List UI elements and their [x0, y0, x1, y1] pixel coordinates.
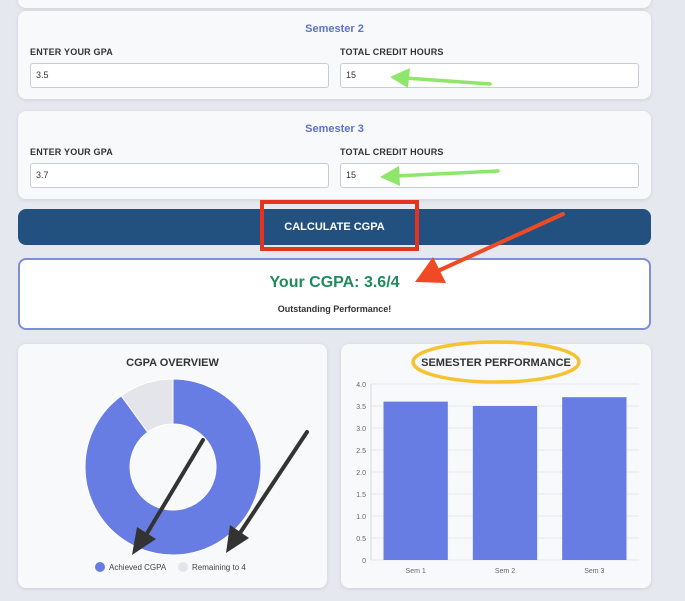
- y-tick-label: 0: [362, 558, 366, 565]
- legend-swatch-remaining: [178, 562, 188, 572]
- credit-hours-label: TOTAL CREDIT HOURS: [340, 147, 444, 157]
- y-tick-label: 1.0: [356, 514, 366, 521]
- gpa-label: ENTER YOUR GPA: [30, 147, 113, 157]
- y-tick-label: 1.5: [356, 492, 366, 499]
- x-tick-label: Sem 3: [584, 568, 604, 575]
- y-tick-label: 2.5: [356, 448, 366, 455]
- cgpa-overview-card: CGPA OVERVIEW Achieved CGPA Remaining to…: [18, 344, 327, 588]
- semester-2-gpa-input[interactable]: 3.5: [30, 63, 329, 88]
- legend-label-achieved: Achieved CGPA: [109, 563, 167, 572]
- semester-2-credit-input[interactable]: 15: [340, 63, 639, 88]
- semester-3-title: Semester 3: [305, 123, 364, 135]
- legend-swatch-achieved: [95, 562, 105, 572]
- x-tick-label: Sem 2: [495, 568, 515, 575]
- cgpa-result-text: Your CGPA: 3.6/4: [269, 274, 400, 291]
- y-tick-label: 0.5: [356, 536, 366, 543]
- semester-2-card: Semester 2 ENTER YOUR GPA 3.5 TOTAL CRED…: [18, 11, 651, 99]
- semester-3-gpa-input[interactable]: 3.7: [30, 163, 329, 188]
- cgpa-overview-title: CGPA OVERVIEW: [126, 357, 219, 369]
- y-tick-label: 4.0: [356, 382, 366, 389]
- x-tick-label: Sem 1: [406, 568, 426, 575]
- gpa-label: ENTER YOUR GPA: [30, 47, 113, 57]
- semester-performance-card: SEMESTER PERFORMANCE 0 0.5 1.0 1.5 2.0 2.5 3.0…: [341, 344, 651, 588]
- bar-sem-2: [472, 406, 538, 560]
- y-tick-label: 3.0: [356, 426, 366, 433]
- y-tick-label: 3.5: [356, 404, 366, 411]
- legend-label-remaining: Remaining to 4: [192, 563, 246, 572]
- y-tick-label: 2.0: [356, 470, 366, 477]
- donut-legend: Achieved CGPA Remaining to 4: [95, 562, 246, 572]
- calculate-cgpa-button[interactable]: CALCULATE CGPA: [18, 209, 651, 245]
- semester-bar-chart: 0 0.5 1.0 1.5 2.0 2.5 3.0 3.5 4.0 Sem 1 Sem 2 Sem 3: [356, 382, 639, 575]
- donut-slice-remaining: [120, 378, 174, 433]
- previous-card-edge: [18, 0, 651, 8]
- semester-2-title: Semester 2: [305, 23, 364, 35]
- cgpa-donut-chart: Achieved CGPA Remaining to 4: [84, 378, 262, 572]
- cgpa-result-card: Your CGPA: 3.6/4 Outstanding Performance…: [18, 258, 651, 330]
- semester-3-card: Semester 3 ENTER YOUR GPA 3.7 TOTAL CRED…: [18, 111, 651, 199]
- performance-text: Outstanding Performance!: [277, 304, 392, 314]
- credit-hours-label: TOTAL CREDIT HOURS: [340, 47, 444, 57]
- bar-sem-1: [383, 401, 448, 560]
- semester-3-credit-input[interactable]: 15: [340, 163, 639, 188]
- bar-sem-3: [562, 397, 627, 560]
